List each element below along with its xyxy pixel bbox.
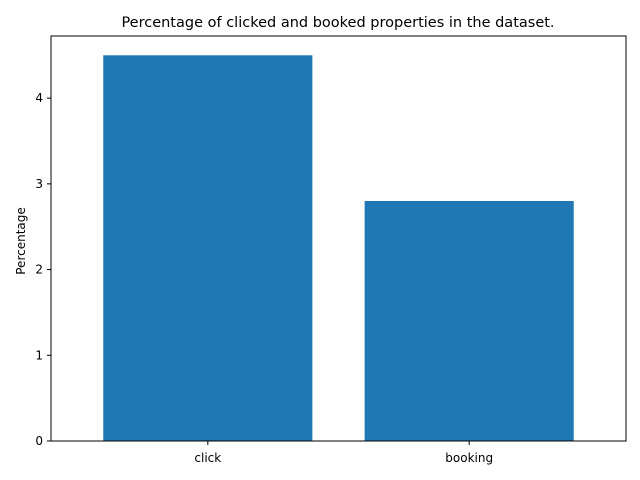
y-tick-label: 2 [35,263,43,277]
bar-click [103,55,313,442]
y-ticks-layer: 0 1 2 3 4 [35,91,51,448]
bars-layer [103,55,574,442]
y-tick-label: 3 [35,177,43,191]
x-tick-label-click: click [194,451,221,465]
y-tick-label: 0 [35,434,43,448]
x-ticks-layer: click booking [194,441,493,465]
plot-frame [50,35,627,442]
chart-title: Percentage of clicked and booked propert… [121,15,554,31]
bar-booking [364,201,574,441]
y-tick-label: 1 [35,348,43,362]
y-tick-label: 4 [35,91,43,105]
x-tick-label-booking: booking [445,451,493,465]
y-axis-label: Percentage [14,207,28,275]
